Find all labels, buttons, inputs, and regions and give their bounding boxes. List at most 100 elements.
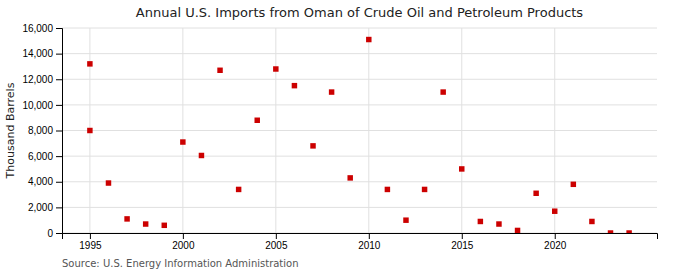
point (292, 83, 297, 88)
x-tick-mark (90, 233, 91, 239)
y-tick: 12,000 (22, 74, 62, 85)
point (385, 187, 390, 192)
point (310, 143, 315, 148)
y-tick-label: 14,000 (22, 48, 53, 59)
y-tick-mark (56, 233, 62, 234)
y-tick: 14,000 (22, 48, 62, 59)
x-tick: 2005 (265, 233, 288, 251)
x-tick: 2015 (451, 233, 474, 251)
y-grid-line (62, 79, 657, 80)
y-tick: 16,000 (22, 23, 62, 34)
y-tick-mark (56, 105, 62, 106)
point (87, 61, 92, 66)
y-tick-mark (56, 131, 62, 132)
y-tick-mark (56, 79, 62, 80)
y-tick: 8,000 (28, 125, 62, 136)
chart-container: 1995 2000 2005 2010 2015 2020 0 2,000 4,000 6,000… (0, 0, 675, 275)
y-tick-label: 6,000 (28, 151, 53, 162)
y-axis-line (56, 29, 63, 234)
x-tick-mark (369, 233, 370, 239)
y-tick-mark (56, 207, 62, 208)
y-grid-line (62, 207, 657, 208)
x-axis-line (63, 234, 658, 240)
point (571, 182, 576, 187)
x-axis: 1995 2000 2005 2010 2015 2020 (63, 233, 658, 251)
source-note: Source: U.S. Energy Information Administ… (62, 258, 299, 269)
y-tick: 4,000 (28, 176, 62, 187)
y-grid-line (62, 53, 657, 54)
point (162, 223, 167, 228)
y-tick-label: 12,000 (22, 74, 53, 85)
y-tick-label: 4,000 (28, 176, 53, 187)
y-grid-line (62, 181, 657, 182)
x-tick-mark (183, 233, 184, 239)
x-tick-label: 2015 (451, 240, 474, 251)
x-tick-label: 1995 (79, 240, 102, 251)
point (589, 219, 594, 224)
point (459, 166, 464, 171)
point (478, 219, 483, 224)
point (180, 139, 185, 144)
y-tick-mark (56, 156, 62, 157)
x-tick-label: 2020 (544, 240, 567, 251)
point (366, 37, 371, 42)
y-grid-line (62, 28, 657, 29)
point (422, 187, 427, 192)
y-tick-label: 16,000 (22, 23, 53, 34)
point (217, 68, 222, 73)
point (440, 89, 445, 94)
point (329, 89, 334, 94)
x-tick: 1995 (79, 233, 102, 251)
x-tick: 2010 (358, 233, 381, 251)
point (254, 118, 259, 123)
point (552, 208, 557, 213)
y-tick-mark (56, 28, 62, 29)
grid (62, 28, 657, 233)
y-tick-label: 8,000 (28, 125, 53, 136)
point (403, 217, 408, 222)
y-grid-line (62, 104, 657, 105)
x-grid-line (461, 28, 462, 233)
x-tick-mark (462, 233, 463, 239)
chart-svg: 1995 2000 2005 2010 2015 2020 0 2,000 4,000 6,000… (0, 0, 675, 275)
y-tick-label: 10,000 (22, 100, 53, 111)
point (143, 221, 148, 226)
x-tick-mark (555, 233, 556, 239)
point (87, 128, 92, 133)
x-tick-label: 2010 (358, 240, 381, 251)
plot-area: 1995 2000 2005 2010 2015 2020 0 2,000 4,000 6,000… (22, 23, 657, 251)
x-grid-line (368, 28, 369, 233)
point (626, 230, 631, 233)
x-tick-mark (276, 233, 277, 239)
x-tick-label: 2000 (172, 240, 195, 251)
y-tick-label: 0 (47, 228, 53, 239)
y-grid-line (62, 130, 657, 131)
point (199, 153, 204, 158)
point (515, 228, 520, 233)
y-tick: 0 (47, 228, 62, 239)
y-tick: 2,000 (28, 202, 62, 213)
point (106, 180, 111, 185)
y-axis-title: Thousand Barrels (4, 82, 17, 179)
point (124, 216, 129, 221)
points (87, 37, 632, 233)
point (236, 187, 241, 192)
x-tick: 2000 (172, 233, 195, 251)
x-tick-label: 2005 (265, 240, 288, 251)
point (608, 230, 613, 233)
point (533, 191, 538, 196)
y-tick-mark (56, 182, 62, 183)
x-grid-line (182, 28, 183, 233)
point (347, 175, 352, 180)
y-axis: 0 2,000 4,000 6,000 8,000 10,000 12,000 14,000 1… (22, 23, 62, 239)
y-tick-mark (56, 54, 62, 55)
y-grid-line (62, 156, 657, 157)
y-tick: 6,000 (28, 151, 62, 162)
title: Annual U.S. Imports from Oman of Crude O… (136, 5, 584, 20)
point (273, 66, 278, 71)
point (496, 221, 501, 226)
x-grid-line (275, 28, 276, 233)
x-grid-line (554, 28, 555, 233)
y-tick: 10,000 (22, 100, 62, 111)
y-tick-label: 2,000 (28, 202, 53, 213)
